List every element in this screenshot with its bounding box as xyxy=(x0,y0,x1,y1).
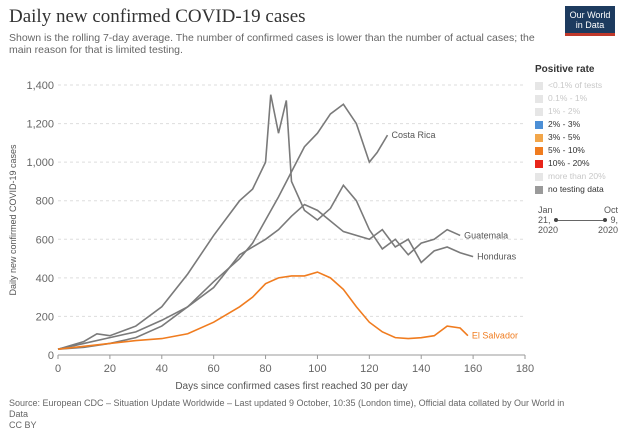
source-line2: Data xyxy=(9,409,29,419)
legend-item[interactable]: 1% - 2% xyxy=(535,105,625,118)
legend-swatch xyxy=(535,133,543,142)
legend-swatch xyxy=(535,94,543,103)
legend-label: 1% - 2% xyxy=(548,106,581,116)
chart-title: Daily new confirmed COVID-19 cases xyxy=(9,6,306,27)
series-line xyxy=(57,271,469,351)
series-line xyxy=(57,203,474,350)
legend-label: 2% - 3% xyxy=(548,119,581,129)
y-tick-label: 1,400 xyxy=(26,80,54,92)
x-tick-label: 120 xyxy=(360,363,378,375)
chart-subtitle: Shown is the rolling 7-day average. The … xyxy=(9,32,535,56)
legend-title: Positive rate xyxy=(535,64,595,75)
timeline-end-year: 2020 xyxy=(597,225,618,235)
legend-swatch xyxy=(535,159,543,168)
legend-label: 0.1% - 1% xyxy=(548,93,588,103)
timeline-start-day: 21, xyxy=(538,215,551,225)
y-tick-label: 400 xyxy=(36,273,54,285)
x-tick-label: 160 xyxy=(464,363,482,375)
legend-label: no testing data xyxy=(548,184,604,194)
legend-swatch xyxy=(535,107,543,116)
legend-item[interactable]: no testing data xyxy=(535,183,625,196)
legend-item[interactable]: 5% - 10% xyxy=(535,144,625,157)
x-tick-label: 80 xyxy=(259,363,271,375)
x-tick-label: 0 xyxy=(55,363,61,375)
series-label: Honduras xyxy=(477,252,517,262)
timeline-end-day: 9, xyxy=(610,215,618,225)
logo-line1: Our World xyxy=(569,10,611,20)
legend-item[interactable]: 0.1% - 1% xyxy=(535,92,625,105)
source-note: Source: European CDC – Situation Update … xyxy=(9,398,619,431)
series-label: Costa Rica xyxy=(391,130,435,140)
timeline-slider[interactable] xyxy=(553,217,608,222)
timeline-start-month: Jan xyxy=(538,205,553,215)
legend-item[interactable]: 2% - 3% xyxy=(535,118,625,131)
timeline-control[interactable]: Jan Oct 21, 9, 2020 2020 xyxy=(538,205,618,235)
x-tick-label: 180 xyxy=(516,363,534,375)
y-tick-label: 800 xyxy=(36,196,54,208)
logo-line2: in Data xyxy=(575,20,605,30)
y-tick-label: 1,200 xyxy=(26,119,54,131)
y-tick-label: 0 xyxy=(48,350,54,362)
legend: Positive rate <0.1% of tests 0.1% - 1% 1% … xyxy=(535,64,625,196)
chart-plot: 0 200 400 600 800 1,000 1,200 1,400 0 20 40 60 80 100… xyxy=(8,80,534,392)
x-tick-label: 100 xyxy=(308,363,326,375)
series-label: Guatemala xyxy=(464,230,508,240)
legend-item[interactable]: 3% - 5% xyxy=(535,131,625,144)
timeline-end-handle[interactable] xyxy=(603,217,608,222)
legend-swatch xyxy=(535,81,543,90)
x-tick-label: 140 xyxy=(412,363,430,375)
x-tick-label: 20 xyxy=(104,363,116,375)
timeline-start-year: 2020 xyxy=(538,225,559,235)
legend-swatch xyxy=(535,120,543,129)
legend-label: 10% - 20% xyxy=(548,158,590,168)
legend-label: 5% - 10% xyxy=(548,145,585,155)
x-tick-label: 60 xyxy=(208,363,220,375)
y-tick-label: 1,000 xyxy=(26,157,54,169)
license[interactable]: CC BY xyxy=(9,420,37,430)
series-line xyxy=(57,94,461,350)
legend-label: more than 20% xyxy=(548,171,606,181)
legend-item[interactable]: more than 20% xyxy=(535,170,625,183)
legend-item[interactable]: <0.1% of tests xyxy=(535,79,625,92)
legend-swatch xyxy=(535,172,543,181)
legend-swatch xyxy=(535,146,543,155)
legend-swatch xyxy=(535,185,543,194)
owid-logo[interactable]: Our World in Data xyxy=(565,6,615,36)
x-axis-label: Days since confirmed cases first reached… xyxy=(175,381,407,392)
legend-label: <0.1% of tests xyxy=(548,80,603,90)
y-tick-label: 200 xyxy=(36,311,54,323)
y-axis-label: Daily new confirmed COVID-19 cases xyxy=(8,144,18,296)
legend-item[interactable]: 10% - 20% xyxy=(535,157,625,170)
y-tick-label: 600 xyxy=(36,234,54,246)
timeline-end-month: Oct xyxy=(603,205,618,215)
legend-label: 3% - 5% xyxy=(548,132,581,142)
series-label: El Salvador xyxy=(472,331,518,341)
source-line1: Source: European CDC – Situation Update … xyxy=(9,398,565,408)
series-line xyxy=(57,103,389,351)
timeline-start-handle[interactable] xyxy=(553,217,558,222)
x-tick-label: 40 xyxy=(156,363,168,375)
